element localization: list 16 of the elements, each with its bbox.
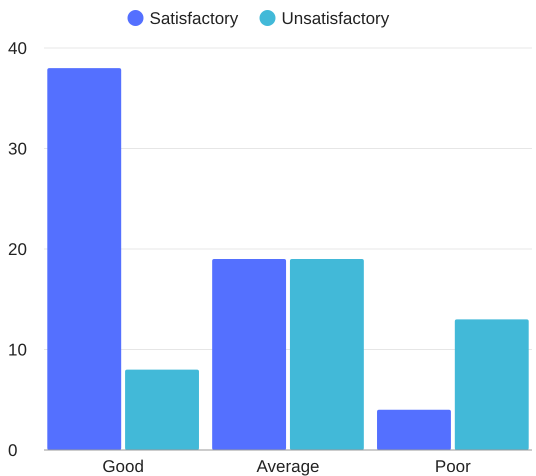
bar bbox=[377, 410, 451, 450]
x-tick-label: Poor bbox=[434, 457, 472, 476]
legend-label: Satisfactory bbox=[150, 8, 239, 28]
bar bbox=[47, 68, 122, 450]
legend-label: Unsatisfactory bbox=[282, 8, 390, 28]
y-tick-label: 0 bbox=[8, 440, 18, 460]
bar bbox=[212, 259, 286, 450]
bar bbox=[125, 370, 199, 450]
bar bbox=[290, 259, 364, 450]
y-tick-label: 10 bbox=[8, 340, 27, 360]
y-tick-label: 20 bbox=[8, 240, 27, 259]
x-tick-label: Good bbox=[102, 457, 144, 476]
y-tick-label: 40 bbox=[8, 38, 27, 58]
x-tick-label: Average bbox=[256, 457, 320, 476]
bar bbox=[454, 319, 529, 450]
y-tick-label: 30 bbox=[8, 139, 27, 158]
